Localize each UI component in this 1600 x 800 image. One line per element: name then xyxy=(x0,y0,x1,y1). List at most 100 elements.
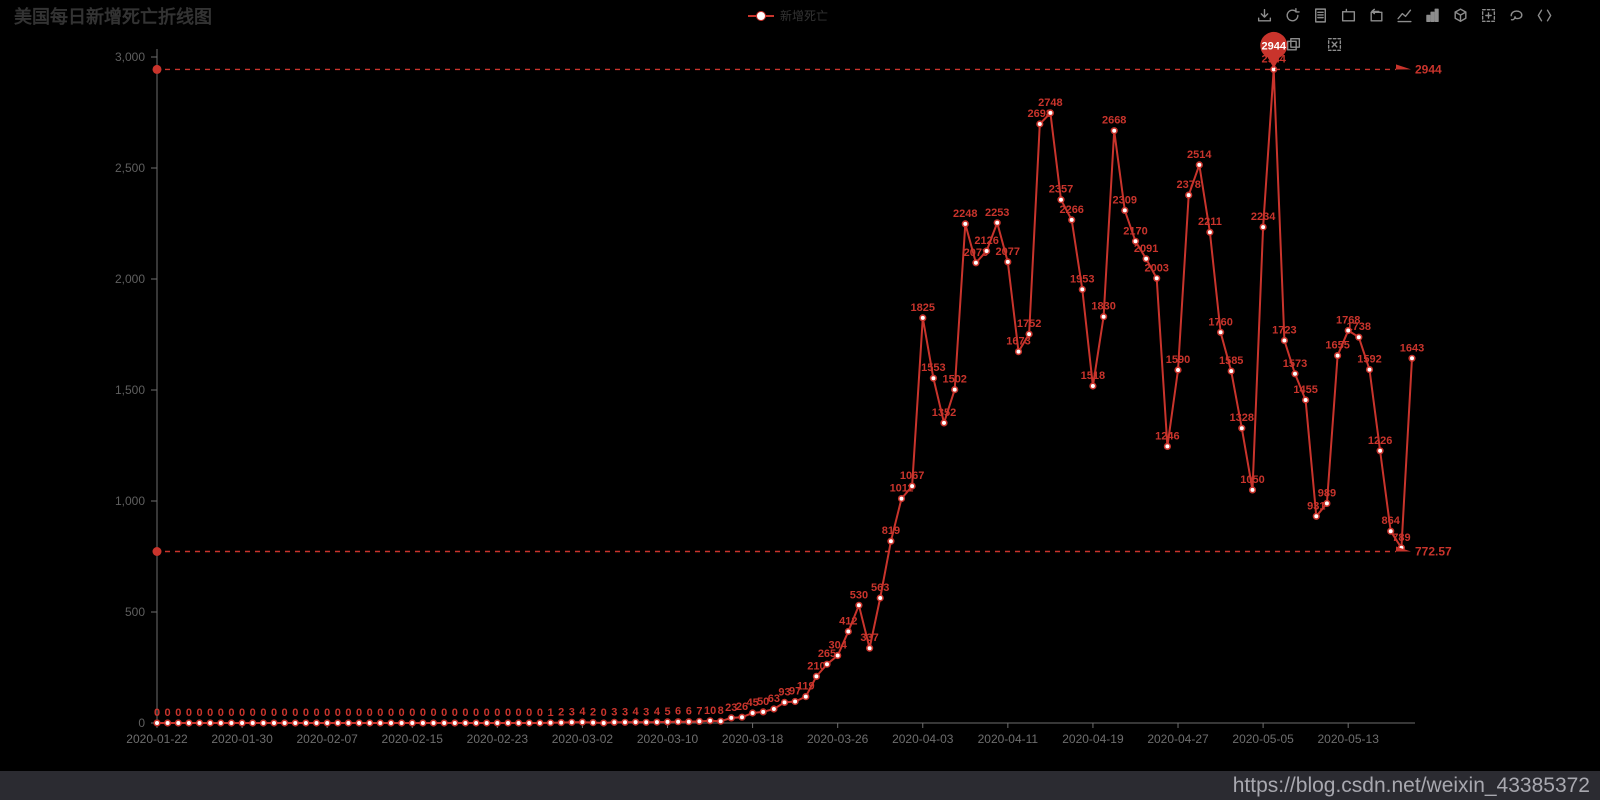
markline-average: 772.57 xyxy=(152,545,1452,559)
svg-text:2077: 2077 xyxy=(996,246,1020,258)
svg-text:5: 5 xyxy=(664,706,670,718)
data-view-icon[interactable] xyxy=(1312,7,1329,24)
svg-text:0: 0 xyxy=(324,707,330,719)
lasso-select-icon[interactable] xyxy=(1508,7,1525,24)
svg-text:0: 0 xyxy=(282,707,288,719)
svg-text:23: 23 xyxy=(725,702,737,714)
data-zoom-reset-icon[interactable] xyxy=(1368,7,1385,24)
svg-text:2211: 2211 xyxy=(1198,216,1222,228)
legend-circle-icon xyxy=(756,10,766,21)
svg-text:1585: 1585 xyxy=(1219,355,1243,367)
markline-average-label: 772.57 xyxy=(1415,545,1452,559)
svg-text:1328: 1328 xyxy=(1230,412,1254,424)
chart-title: 美国每日新增死亡折线图 xyxy=(14,7,212,27)
svg-text:0: 0 xyxy=(165,707,171,719)
stack-icon[interactable] xyxy=(1452,7,1469,24)
line-type-icon[interactable] xyxy=(1396,7,1413,24)
x-tick-label: 2020-01-22 xyxy=(126,732,188,746)
svg-text:0: 0 xyxy=(303,707,309,719)
keep-selection-icon[interactable] xyxy=(1285,36,1302,53)
svg-text:0: 0 xyxy=(473,707,479,719)
legend-label: 新增死亡 xyxy=(780,9,829,23)
svg-text:1953: 1953 xyxy=(1070,273,1094,285)
x-tick-label: 2020-02-23 xyxy=(467,732,529,746)
svg-text:0: 0 xyxy=(399,707,405,719)
svg-text:412: 412 xyxy=(839,616,857,628)
svg-text:2003: 2003 xyxy=(1144,262,1168,274)
x-tick-label: 2020-04-11 xyxy=(978,732,1039,746)
svg-text:0: 0 xyxy=(409,707,415,719)
x-tick-label: 2020-03-18 xyxy=(722,732,784,746)
svg-text:0: 0 xyxy=(601,707,607,719)
svg-text:3: 3 xyxy=(611,706,617,718)
x-tick-label: 2020-04-03 xyxy=(892,732,954,746)
svg-text:6: 6 xyxy=(675,706,681,718)
svg-text:10: 10 xyxy=(704,705,716,717)
svg-text:1518: 1518 xyxy=(1081,370,1105,382)
svg-text:0: 0 xyxy=(196,707,202,719)
svg-text:0: 0 xyxy=(537,707,543,719)
x-tick-label: 2020-03-26 xyxy=(807,732,869,746)
y-tick-label: 1,000 xyxy=(115,494,145,508)
svg-text:6: 6 xyxy=(686,706,692,718)
svg-text:1352: 1352 xyxy=(932,407,956,419)
svg-text:819: 819 xyxy=(882,525,900,537)
expand-select-icon[interactable] xyxy=(1536,7,1553,24)
svg-text:1502: 1502 xyxy=(942,374,966,386)
svg-text:8: 8 xyxy=(718,705,724,717)
svg-text:2234: 2234 xyxy=(1251,211,1276,223)
bar-type-icon[interactable] xyxy=(1424,7,1441,24)
svg-text:0: 0 xyxy=(186,707,192,719)
svg-text:1723: 1723 xyxy=(1272,325,1296,337)
svg-text:1590: 1590 xyxy=(1166,354,1190,366)
svg-text:0: 0 xyxy=(462,707,468,719)
svg-text:304: 304 xyxy=(829,640,848,652)
markline-max: 2944 xyxy=(152,62,1442,76)
svg-text:2091: 2091 xyxy=(1134,243,1158,255)
svg-text:0: 0 xyxy=(250,707,256,719)
svg-text:1752: 1752 xyxy=(1017,318,1041,330)
svg-text:63: 63 xyxy=(768,693,780,705)
y-tick-label: 2,500 xyxy=(115,161,145,175)
svg-text:1050: 1050 xyxy=(1240,474,1264,486)
tiled-icon[interactable] xyxy=(1480,7,1497,24)
svg-text:3: 3 xyxy=(643,706,649,718)
markline-max-label: 2944 xyxy=(1415,62,1442,76)
svg-text:1226: 1226 xyxy=(1368,435,1392,447)
x-tick-label: 2020-04-19 xyxy=(1062,732,1124,746)
svg-text:2378: 2378 xyxy=(1176,179,1200,191)
watermark-band: https://blog.csdn.net/weixin_43385372 xyxy=(0,771,1600,800)
svg-text:0: 0 xyxy=(441,707,447,719)
watermark-url: https://blog.csdn.net/weixin_43385372 xyxy=(1232,774,1590,797)
svg-text:3: 3 xyxy=(569,706,575,718)
clear-selection-icon[interactable] xyxy=(1326,36,1343,53)
svg-text:0: 0 xyxy=(239,707,245,719)
x-tick-label: 2020-02-07 xyxy=(296,732,358,746)
restore-icon[interactable] xyxy=(1284,7,1301,24)
svg-text:2253: 2253 xyxy=(985,207,1009,219)
x-tick-label: 2020-03-10 xyxy=(637,732,699,746)
legend-item-new-deaths[interactable]: 新增死亡 xyxy=(748,7,828,24)
svg-text:2357: 2357 xyxy=(1049,184,1073,196)
svg-text:1067: 1067 xyxy=(900,470,924,482)
y-tick-label: 0 xyxy=(138,716,145,730)
svg-text:2073: 2073 xyxy=(964,247,988,259)
svg-text:1738: 1738 xyxy=(1347,321,1371,333)
x-tick-label: 2020-02-15 xyxy=(382,732,444,746)
svg-text:0: 0 xyxy=(154,707,160,719)
save-image-icon[interactable] xyxy=(1256,7,1273,24)
svg-text:1768: 1768 xyxy=(1336,315,1360,327)
data-point-markers[interactable] xyxy=(153,65,1416,727)
svg-text:2126: 2126 xyxy=(974,235,998,247)
data-zoom-icon[interactable] xyxy=(1340,7,1357,24)
line-series xyxy=(157,69,1413,725)
svg-text:0: 0 xyxy=(228,707,234,719)
svg-text:0: 0 xyxy=(313,707,319,719)
svg-text:1592: 1592 xyxy=(1357,354,1381,366)
svg-text:864: 864 xyxy=(1382,515,1401,527)
svg-text:0: 0 xyxy=(505,707,511,719)
svg-text:0: 0 xyxy=(430,707,436,719)
svg-text:0: 0 xyxy=(367,707,373,719)
svg-text:1: 1 xyxy=(547,707,553,719)
